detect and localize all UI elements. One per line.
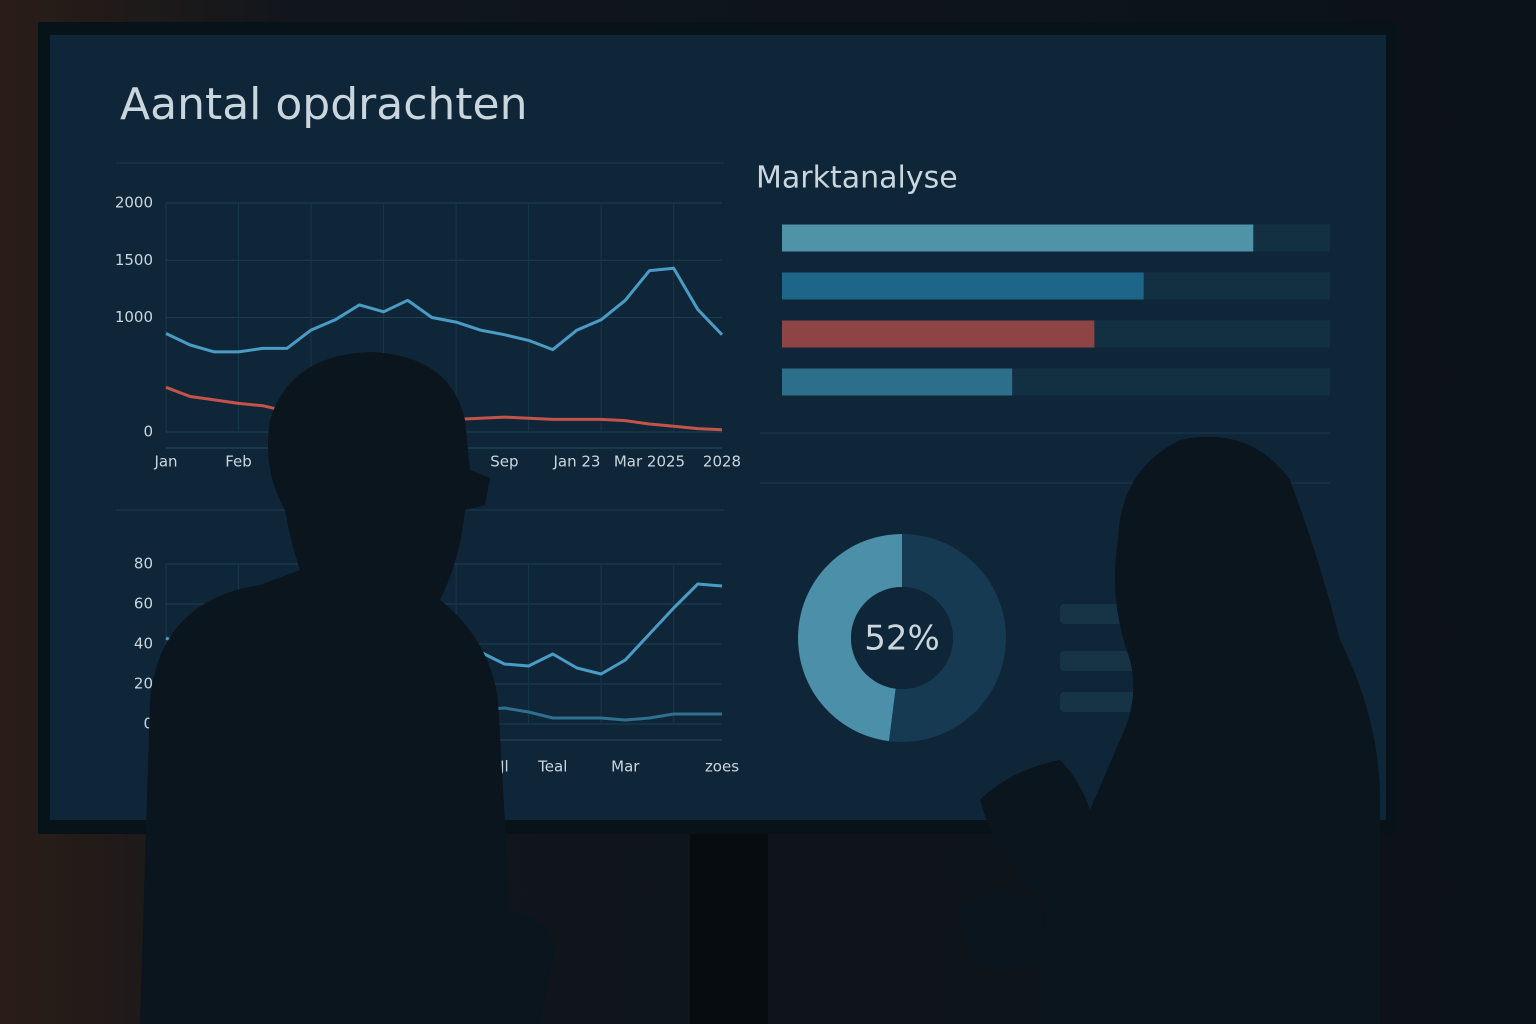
x-tick-label: Mar	[611, 758, 640, 776]
x-tick-label: zoes	[705, 758, 739, 776]
hand-silhouette	[955, 892, 1050, 970]
page-title: Aantal opdrachten	[120, 79, 528, 130]
x-tick-label: 2028	[703, 453, 741, 471]
x-tick-label: Feb	[225, 453, 252, 471]
y-tick-label: 0	[143, 423, 153, 441]
y-tick-label: 40	[134, 635, 153, 653]
x-tick-label: Jl	[499, 758, 509, 776]
y-tick-label: 20	[134, 675, 153, 693]
x-tick-label: Sep	[490, 453, 518, 471]
x-tick-label: Jan	[153, 453, 177, 471]
y-tick-label: 0	[143, 715, 153, 733]
bar	[782, 368, 1013, 396]
charts: 0 1000 1500 2000 Jan Feb Sep Jan 23 Mar 2025 2028…	[115, 194, 1330, 776]
x-tick-label: Jan 23	[552, 453, 600, 471]
donut-segment	[888, 534, 1007, 742]
stand	[690, 834, 768, 1024]
donut-label: 52%	[864, 619, 940, 659]
donut-segment	[798, 534, 902, 742]
y-tick-label: 1500	[115, 251, 153, 269]
y-tick-label: 60	[134, 595, 153, 613]
y-tick-label: 80	[134, 555, 153, 573]
chart-title: Marktanalyse	[756, 161, 958, 196]
person-silhouette	[140, 352, 555, 1024]
x-tick-label: Teal	[537, 758, 567, 776]
person-silhouette	[980, 436, 1380, 1024]
y-tick-label: 2000	[115, 194, 153, 212]
bar	[782, 224, 1254, 252]
line-series	[165, 266, 724, 354]
bar	[782, 272, 1144, 300]
bar	[782, 320, 1095, 348]
y-tick-label: 1000	[115, 308, 153, 326]
donut-hole	[851, 587, 953, 689]
x-tick-label: Mar 2025	[614, 453, 685, 471]
